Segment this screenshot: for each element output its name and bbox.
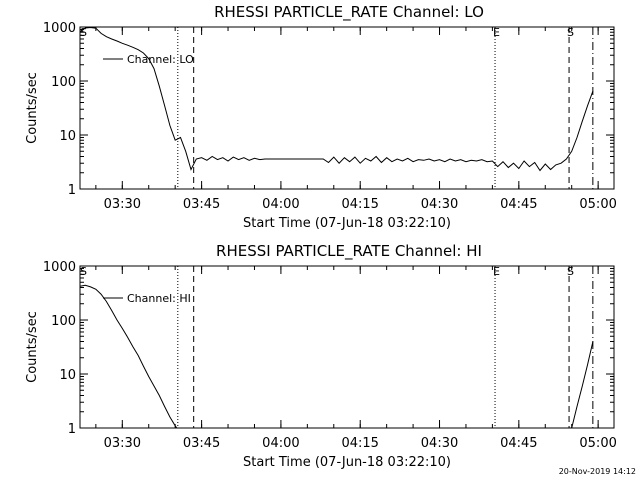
x-tick-label: 04:45 — [500, 197, 537, 212]
y-tick-label: 10 — [59, 129, 76, 144]
plot-frame — [79, 265, 615, 429]
event-marker-letter: E — [493, 265, 500, 278]
series-line — [79, 284, 178, 429]
x-tick-label: 04:15 — [341, 436, 378, 451]
x-tick-label: 04:15 — [341, 197, 378, 212]
x-tick-label: 03:45 — [183, 197, 220, 212]
x-tick-label: 05:00 — [579, 197, 616, 212]
series-line — [571, 341, 594, 429]
y-tick-label: 100 — [51, 314, 76, 329]
y-axis-label: Counts/sec — [25, 72, 40, 144]
legend-label: Channel: HI — [127, 292, 191, 305]
chart-panel-hi: RHESSI PARTICLE_RATE Channel: HI Counts/… — [25, 242, 617, 470]
chart-marks: 1 10 100 1000 03:30 03:45 04:00 04:15 04:30 04:45… — [43, 21, 617, 212]
x-tick-label: 04:00 — [262, 436, 299, 451]
x-tick-label: 04:30 — [421, 197, 458, 212]
series-line — [79, 26, 594, 172]
footer-timestamp: 20-Nov-2019 14:12 — [559, 467, 636, 476]
plot-frame — [79, 26, 615, 190]
y-tick-label: 1000 — [43, 21, 76, 36]
x-axis-label: Start Time (07-Jun-18 03:22:10) — [243, 455, 451, 470]
x-axis-label: Start Time (07-Jun-18 03:22:10) — [243, 216, 451, 231]
chart-panel-lo: RHESSI PARTICLE_RATE Channel: LO Counts/… — [25, 3, 617, 231]
chart-marks: 1 10 100 1000 03:30 03:45 04:00 04:15 04:30 04:45… — [43, 260, 617, 451]
y-axis-label: Counts/sec — [25, 311, 40, 383]
y-tick-label: 1 — [68, 183, 76, 198]
y-tick-label: 100 — [51, 75, 76, 90]
x-tick-label: 04:45 — [500, 436, 537, 451]
event-marker-letter: S — [567, 265, 574, 278]
x-tick-label: 03:30 — [104, 197, 141, 212]
x-tick-label: 05:00 — [579, 436, 616, 451]
event-marker-letter: E — [493, 26, 500, 39]
x-tick-label: 03:30 — [104, 436, 141, 451]
legend-label: Channel: LO — [127, 53, 194, 66]
y-tick-label: 10 — [59, 368, 76, 383]
event-marker-letter: S — [567, 26, 574, 39]
x-tick-label: 04:00 — [262, 197, 299, 212]
chart-title: RHESSI PARTICLE_RATE Channel: LO — [214, 3, 484, 22]
y-tick-label: 1000 — [43, 260, 76, 275]
x-tick-label: 03:45 — [183, 436, 220, 451]
x-tick-label: 04:30 — [421, 436, 458, 451]
y-tick-label: 1 — [68, 422, 76, 437]
chart-title: RHESSI PARTICLE_RATE Channel: HI — [216, 242, 482, 261]
